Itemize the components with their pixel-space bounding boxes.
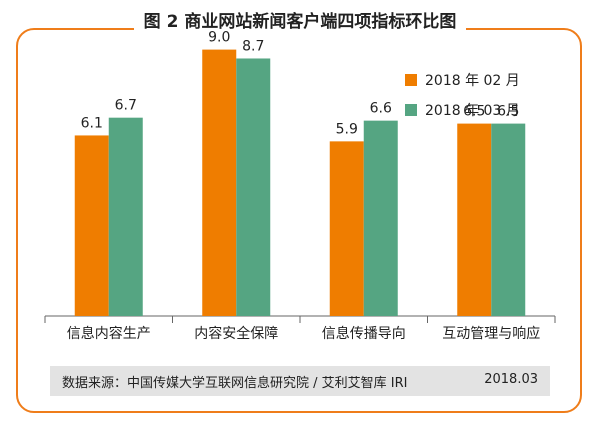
bar	[491, 123, 526, 316]
x-tick-label: 互动管理与响应	[442, 325, 540, 342]
chart-title: 图 2 商业网站新闻客户端四项指标环比图	[133, 10, 467, 34]
legend-swatch	[405, 104, 417, 116]
title-wrap: 图 2 商业网站新闻客户端四项指标环比图	[0, 10, 600, 34]
data-label: 8.7	[242, 38, 264, 54]
source-date: 2018.03	[484, 372, 538, 387]
legend-label: 2018 年 03 月	[425, 103, 520, 119]
x-tick-label: 内容安全保障	[194, 325, 278, 342]
legend-label: 2018 年 02 月	[425, 73, 520, 89]
data-label: 6.7	[115, 98, 137, 114]
bar	[236, 58, 271, 316]
source-text: 数据来源：中国传媒大学互联网信息研究院 / 艾利艾智库 IRI	[62, 376, 408, 391]
bar	[108, 117, 143, 317]
data-label: 6.5	[497, 104, 519, 120]
bar	[457, 123, 492, 316]
data-label: 9.0	[208, 30, 230, 46]
bar	[363, 120, 398, 316]
bar	[329, 141, 364, 316]
data-label: 6.6	[370, 101, 392, 117]
legend-swatch	[405, 74, 417, 86]
data-label: 5.9	[336, 121, 358, 137]
x-tick-label: 信息内容生产	[67, 325, 151, 342]
bar	[202, 49, 237, 316]
source-bar: 数据来源：中国传媒大学互联网信息研究院 / 艾利艾智库 IRI 2018.03	[50, 366, 550, 396]
data-label: 6.1	[81, 115, 103, 131]
data-label: 6.5	[463, 104, 485, 120]
bar	[74, 135, 109, 316]
x-tick-label: 信息传播导向	[322, 325, 406, 342]
